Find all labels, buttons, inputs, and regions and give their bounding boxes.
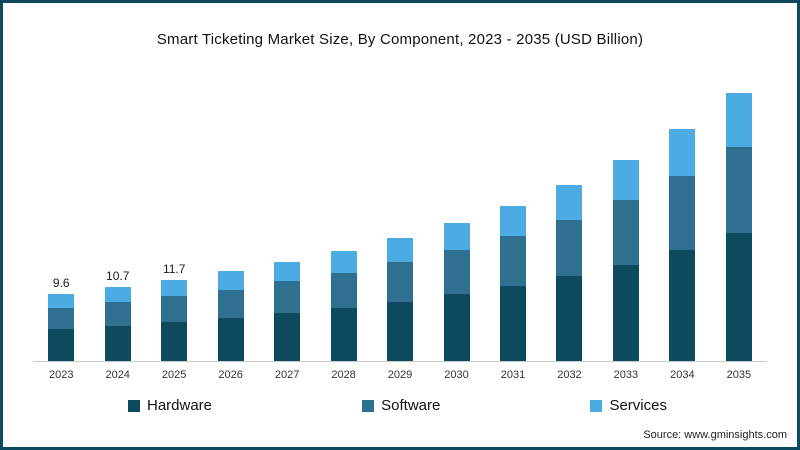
legend-label: Hardware xyxy=(147,397,213,414)
plot-area: 9.6 10.7 11.7 2023 2024 2025 2026 2027 2028 2029… xyxy=(33,74,767,381)
bar-segment-services xyxy=(104,286,131,303)
legend: Hardware Software Services xyxy=(128,397,667,414)
bar-segment-software xyxy=(443,249,470,295)
bar-segment-software xyxy=(48,307,75,330)
bar-column-2035 xyxy=(711,93,767,361)
bar-segment-hardware xyxy=(443,294,470,361)
x-axis-label-2031: 2031 xyxy=(500,369,526,381)
bar-segment-services xyxy=(499,205,526,236)
x-axis-label-2030: 2030 xyxy=(444,369,469,381)
bar-segment-services xyxy=(161,279,188,297)
bar-segment-software xyxy=(556,220,583,277)
x-axis-label-2029: 2029 xyxy=(387,369,413,381)
bar-segment-hardware xyxy=(669,249,696,361)
bar-column-2025: 11.7 xyxy=(146,262,202,361)
legend-label: Software xyxy=(381,397,441,414)
bar-segment-services xyxy=(330,250,357,273)
bar-column-2033 xyxy=(598,159,654,361)
bar-value-label: 9.6 xyxy=(52,276,70,291)
legend-swatch-icon xyxy=(590,399,603,412)
bar-segment-services xyxy=(387,238,414,263)
bar-segment-software xyxy=(725,146,752,233)
bar-segment-services xyxy=(669,129,696,176)
bar-column-2028 xyxy=(315,250,371,361)
x-axis: 2023 2024 2025 2026 2027 2028 2029 2030 2031 2032… xyxy=(33,362,767,381)
bar-segment-services xyxy=(274,261,301,282)
bar-segment-software xyxy=(612,199,639,265)
x-axis-label-2027: 2027 xyxy=(274,369,300,381)
legend-item-hardware: Hardware xyxy=(128,397,212,414)
x-axis-label-2025: 2025 xyxy=(161,369,187,381)
bar-segment-hardware xyxy=(725,232,752,361)
bar-segment-software xyxy=(104,302,131,326)
bar-segment-software xyxy=(499,236,526,286)
bar-segment-hardware xyxy=(48,329,75,361)
bar-segment-services xyxy=(48,294,75,308)
bar-segment-services xyxy=(725,93,752,147)
legend-label: Services xyxy=(609,397,667,414)
bar-value-label: 11.7 xyxy=(162,261,186,276)
bar-value-label: 10.7 xyxy=(106,268,130,283)
bar-column-2026 xyxy=(202,271,258,361)
bar-segment-hardware xyxy=(330,308,357,361)
legend-item-software: Software xyxy=(362,397,440,414)
bar-segment-software xyxy=(330,272,357,309)
bar-segment-services xyxy=(217,271,244,290)
bar-column-2034 xyxy=(654,129,710,361)
x-axis-label-2033: 2033 xyxy=(613,369,639,381)
bar-segment-services xyxy=(612,159,639,200)
x-axis-label-2028: 2028 xyxy=(331,369,356,381)
bar-segment-software xyxy=(669,175,696,250)
bar-segment-hardware xyxy=(104,325,131,361)
x-axis-label-2032: 2032 xyxy=(557,369,582,381)
bar-segment-hardware xyxy=(556,276,583,361)
x-axis-label-2034: 2034 xyxy=(670,369,695,381)
bar-segment-hardware xyxy=(612,264,639,361)
bar-segment-hardware xyxy=(217,318,244,361)
bar-column-2031 xyxy=(485,205,541,361)
bar-column-2027 xyxy=(259,261,315,361)
x-axis-label-2023: 2023 xyxy=(48,369,74,381)
bar-segment-services xyxy=(556,184,583,221)
bar-segment-hardware xyxy=(161,322,188,361)
legend-swatch-icon xyxy=(128,399,140,412)
legend-swatch-icon xyxy=(362,399,375,412)
x-axis-label-2026: 2026 xyxy=(218,369,243,381)
x-axis-label-2024: 2024 xyxy=(105,369,130,381)
bar-segment-services xyxy=(443,222,470,250)
bars-container: 9.6 10.7 11.7 xyxy=(33,74,767,362)
bar-segment-software xyxy=(217,289,244,318)
bar-segment-software xyxy=(161,296,188,323)
bar-segment-hardware xyxy=(499,286,526,361)
bar-column-2032 xyxy=(541,184,597,361)
bar-column-2023: 9.6 xyxy=(33,276,89,361)
bar-column-2024: 10.7 xyxy=(89,269,145,361)
chart-title: Smart Ticketing Market Size, By Componen… xyxy=(156,31,644,48)
x-axis-label-2035: 2035 xyxy=(726,369,752,381)
bar-segment-hardware xyxy=(274,313,301,361)
bar-column-2029 xyxy=(372,238,428,361)
bar-segment-hardware xyxy=(387,302,414,361)
source-attribution: Source: www.gminsights.com xyxy=(643,429,787,441)
legend-item-services: Services xyxy=(590,397,667,414)
bar-segment-software xyxy=(387,262,414,302)
bar-segment-software xyxy=(274,281,301,314)
bar-column-2030 xyxy=(428,222,484,361)
